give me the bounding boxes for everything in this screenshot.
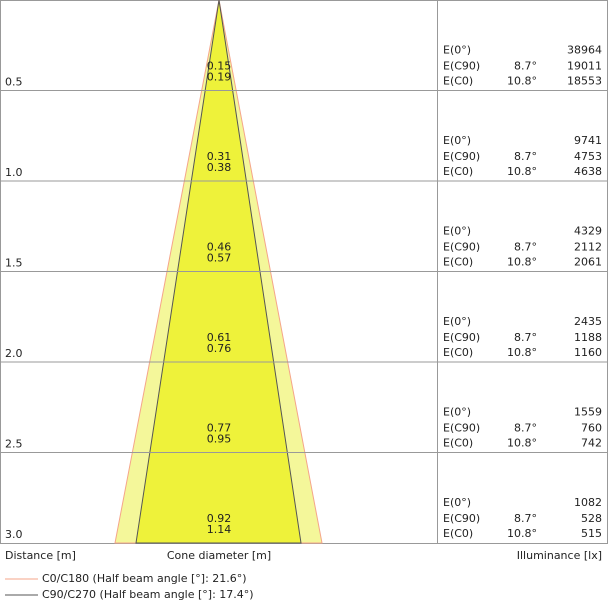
illuminance-label: E(0°) — [443, 315, 471, 328]
illuminance-value: 19011 — [567, 60, 602, 73]
diameter: 0.77 — [207, 422, 232, 435]
illuminance-value: 1559 — [574, 406, 602, 419]
distance: 1.0 — [5, 166, 23, 179]
illuminance-label: E(C0) — [443, 437, 473, 450]
illuminance-label: E(C0) — [443, 256, 473, 269]
angle: 10.8° — [507, 437, 537, 450]
illuminance-value: 760 — [581, 422, 602, 435]
illuminance-value: 2435 — [574, 315, 602, 328]
diameter: 0.61 — [207, 331, 232, 344]
illuminance-label: E(C90) — [443, 150, 480, 163]
illuminance-value: 4638 — [574, 165, 602, 178]
angle: 10.8° — [507, 75, 537, 88]
illuminance-label: E(C0) — [443, 75, 473, 88]
distance: 0.5 — [5, 76, 23, 89]
angle: 10.8° — [507, 165, 537, 178]
illuminance-value: 528 — [581, 512, 602, 525]
angle: 8.7° — [514, 512, 537, 525]
diameter: 0.92 — [207, 512, 232, 525]
illuminance-value: 1160 — [574, 346, 602, 359]
angle: 8.7° — [514, 331, 537, 344]
distance: 1.5 — [5, 257, 23, 270]
diameter: 1.14 — [207, 523, 232, 536]
illuminance-value: 18553 — [567, 75, 602, 88]
angle: 10.8° — [507, 527, 537, 540]
illuminance-label: E(0°) — [443, 134, 471, 147]
diameter: 0.57 — [207, 252, 232, 265]
footer-diameter: Cone diameter [m] — [167, 549, 271, 562]
angle: 8.7° — [514, 241, 537, 254]
illuminance-value: 515 — [581, 527, 602, 540]
footer-illuminance: Illuminance [lx] — [517, 549, 602, 562]
diameter: 0.95 — [207, 433, 232, 446]
illuminance-label: E(C0) — [443, 165, 473, 178]
illuminance-label: E(C90) — [443, 241, 480, 254]
diameter: 0.31 — [207, 150, 232, 163]
illuminance-value: 4329 — [574, 225, 602, 238]
illuminance-label: E(C90) — [443, 422, 480, 435]
angle: 10.8° — [507, 346, 537, 359]
angle: 8.7° — [514, 60, 537, 73]
illuminance-label: E(0°) — [443, 44, 471, 57]
illuminance-value: 1188 — [574, 331, 602, 344]
illuminance-value: 9741 — [574, 134, 602, 147]
angle: 8.7° — [514, 150, 537, 163]
illuminance-label: E(C0) — [443, 346, 473, 359]
rows: 0.5 0.150.19 E(0°) 38964 E(C90) 19011 8.7° E(C0… — [0, 44, 608, 541]
illuminance-value: 1082 — [574, 496, 602, 509]
illuminance-label: E(C0) — [443, 527, 473, 540]
illuminance-value: 2061 — [574, 256, 602, 269]
diameter: 0.15 — [207, 60, 232, 73]
diameter: 0.76 — [207, 342, 232, 355]
illuminance-value: 4753 — [574, 150, 602, 163]
diameter: 0.38 — [207, 161, 232, 174]
distance: 3.0 — [5, 528, 23, 541]
diameter: 0.19 — [207, 71, 232, 84]
illuminance-value: 38964 — [567, 44, 602, 57]
angle: 8.7° — [514, 422, 537, 435]
illuminance-label: E(C90) — [443, 331, 480, 344]
distance: 2.0 — [5, 347, 23, 360]
legend-entry: C90/C270 (Half beam angle [°]: 17.4°) — [42, 588, 254, 601]
distance: 2.5 — [5, 438, 23, 451]
illuminance-label: E(0°) — [443, 406, 471, 419]
diameter: 0.46 — [207, 241, 232, 254]
illuminance-label: E(C90) — [443, 60, 480, 73]
illuminance-label: E(C90) — [443, 512, 480, 525]
legend-entry: C0/C180 (Half beam angle [°]: 21.6°) — [42, 572, 247, 585]
angle: 10.8° — [507, 256, 537, 269]
footer-distance: Distance [m] — [5, 549, 76, 562]
illuminance-value: 2112 — [574, 241, 602, 254]
illuminance-value: 742 — [581, 437, 602, 450]
illuminance-label: E(0°) — [443, 225, 471, 238]
illuminance-label: E(0°) — [443, 496, 471, 509]
